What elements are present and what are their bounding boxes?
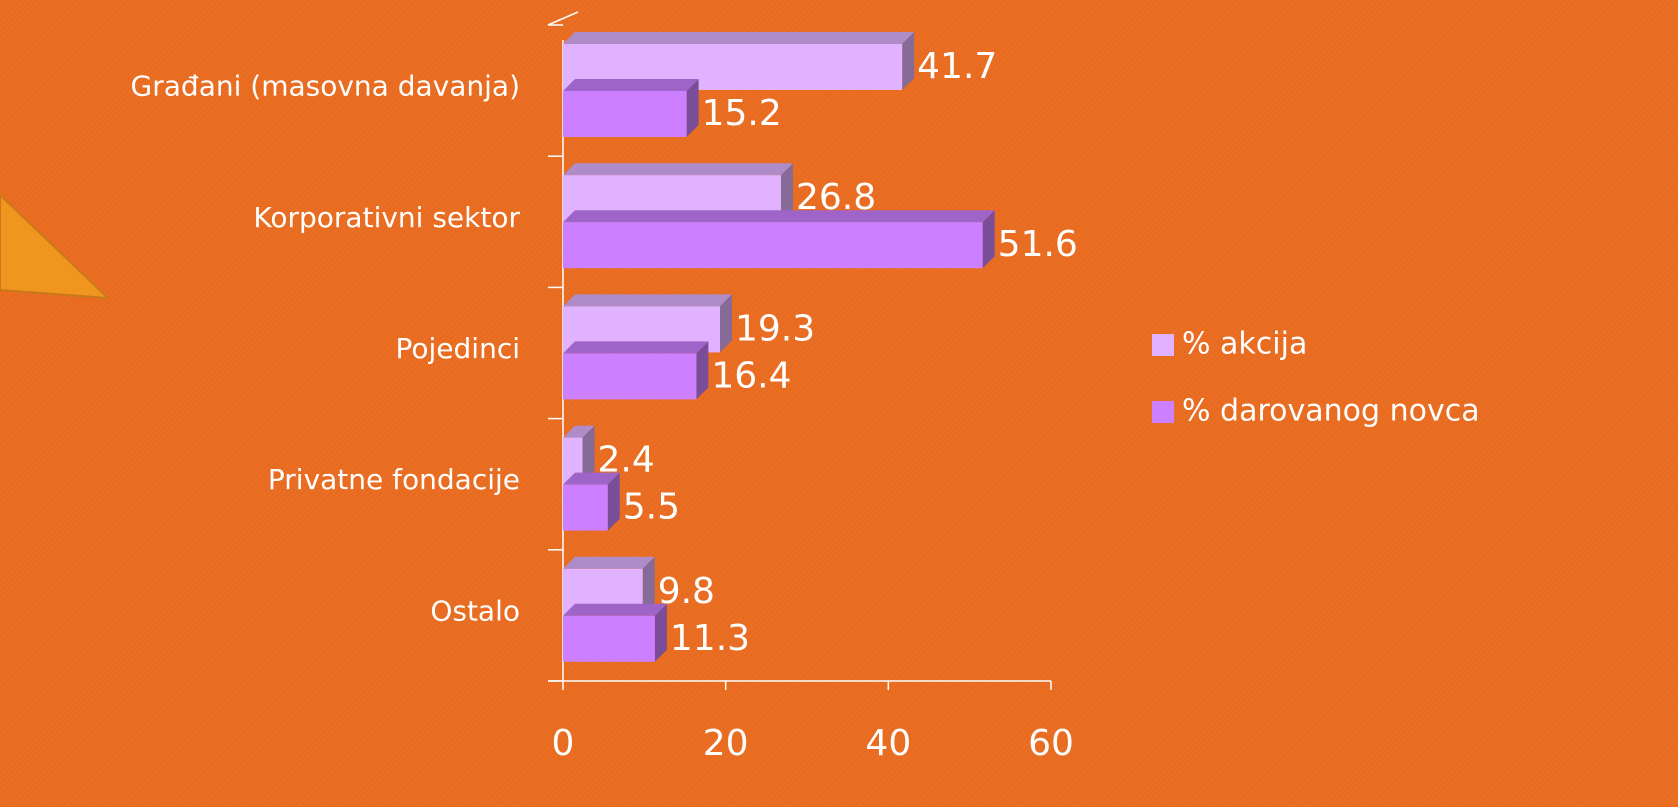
data-label: 11.3 <box>670 618 750 659</box>
axis-top <box>547 11 579 26</box>
decoration-triangle <box>0 193 111 300</box>
bar <box>563 615 655 662</box>
bar-top <box>563 341 709 354</box>
bar-top <box>563 472 620 485</box>
bar-top <box>563 603 667 616</box>
legend-label: % akcija <box>1182 327 1307 362</box>
data-label: 51.6 <box>998 224 1078 265</box>
bar <box>563 353 697 400</box>
bar-side <box>686 79 699 137</box>
bar-side <box>607 472 620 531</box>
legend-swatch <box>1152 401 1174 423</box>
x-tick-label: 20 <box>703 723 749 764</box>
data-label: 19.3 <box>735 308 815 349</box>
x-tick-label: 0 <box>552 723 575 764</box>
bar-side <box>642 556 655 615</box>
category-label: Korporativni sektor <box>253 201 520 234</box>
bar <box>563 437 583 484</box>
bar <box>563 91 687 137</box>
data-label: 16.4 <box>711 355 791 396</box>
x-tick-label: 40 <box>865 723 911 764</box>
bar-top <box>563 210 995 223</box>
category-label: Ostalo <box>430 594 520 627</box>
category-label: Građani (masovna davanja) <box>131 70 520 103</box>
bar-top <box>563 294 732 307</box>
legend-swatch <box>1152 334 1174 356</box>
category-label: Privatne fondacije <box>268 463 520 496</box>
bar-side <box>582 425 595 484</box>
bar-side <box>902 32 915 90</box>
legend-label: % darovanog novca <box>1182 394 1480 429</box>
bar-side <box>696 341 709 400</box>
bar-side <box>780 163 793 222</box>
data-label: 15.2 <box>702 93 782 134</box>
bar-side <box>719 294 732 353</box>
data-label: 41.7 <box>917 46 997 87</box>
x-tick-label: 60 <box>1028 723 1074 764</box>
bar <box>563 222 983 269</box>
bar <box>563 484 608 531</box>
bar-side <box>654 603 667 662</box>
bar-top <box>563 556 655 569</box>
bar-top <box>563 425 595 438</box>
data-label: 9.8 <box>658 571 715 612</box>
data-label: 5.5 <box>623 487 680 528</box>
bar-side <box>982 210 995 269</box>
bar-top <box>563 32 915 44</box>
bar-top <box>563 163 793 176</box>
bar-top <box>563 79 699 91</box>
category-label: Pojedinci <box>396 332 521 365</box>
